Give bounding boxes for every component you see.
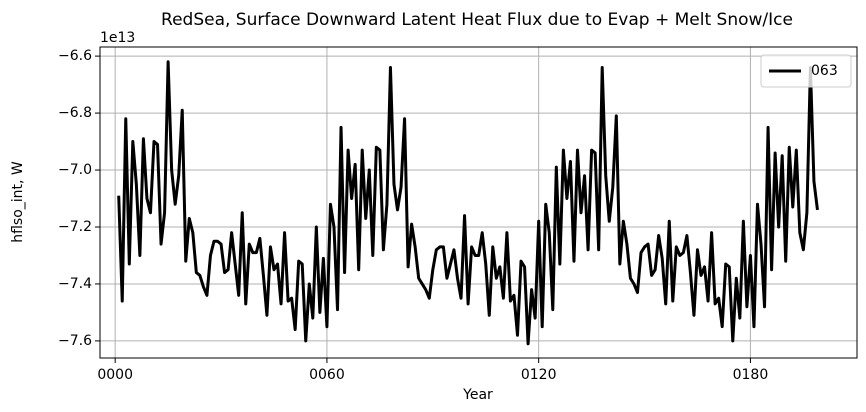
plot-frame — [99, 46, 858, 359]
y-tick-label: −6.6 — [58, 48, 92, 64]
y-tick-label: −7.0 — [58, 162, 92, 178]
chart-title: RedSea, Surface Downward Latent Heat Flu… — [161, 10, 793, 30]
legend-label: 063 — [811, 63, 838, 79]
data-line — [117, 60, 819, 346]
y-axis-label: hflso_int, W — [10, 161, 26, 243]
y-tick-label: −6.8 — [58, 105, 92, 121]
y-tick-label: −7.4 — [58, 276, 92, 292]
y-tick-label: −7.2 — [58, 219, 92, 235]
x-tick-label: 0180 — [733, 367, 769, 383]
x-tick-label: 0120 — [521, 367, 557, 383]
x-tick-label: 0000 — [97, 367, 133, 383]
x-axis-label: Year — [462, 387, 493, 403]
legend-box — [760, 54, 852, 88]
y-offset-label: 1e13 — [100, 30, 135, 46]
y-tick-label: −7.6 — [58, 333, 92, 349]
x-tick-label: 0060 — [309, 367, 345, 383]
